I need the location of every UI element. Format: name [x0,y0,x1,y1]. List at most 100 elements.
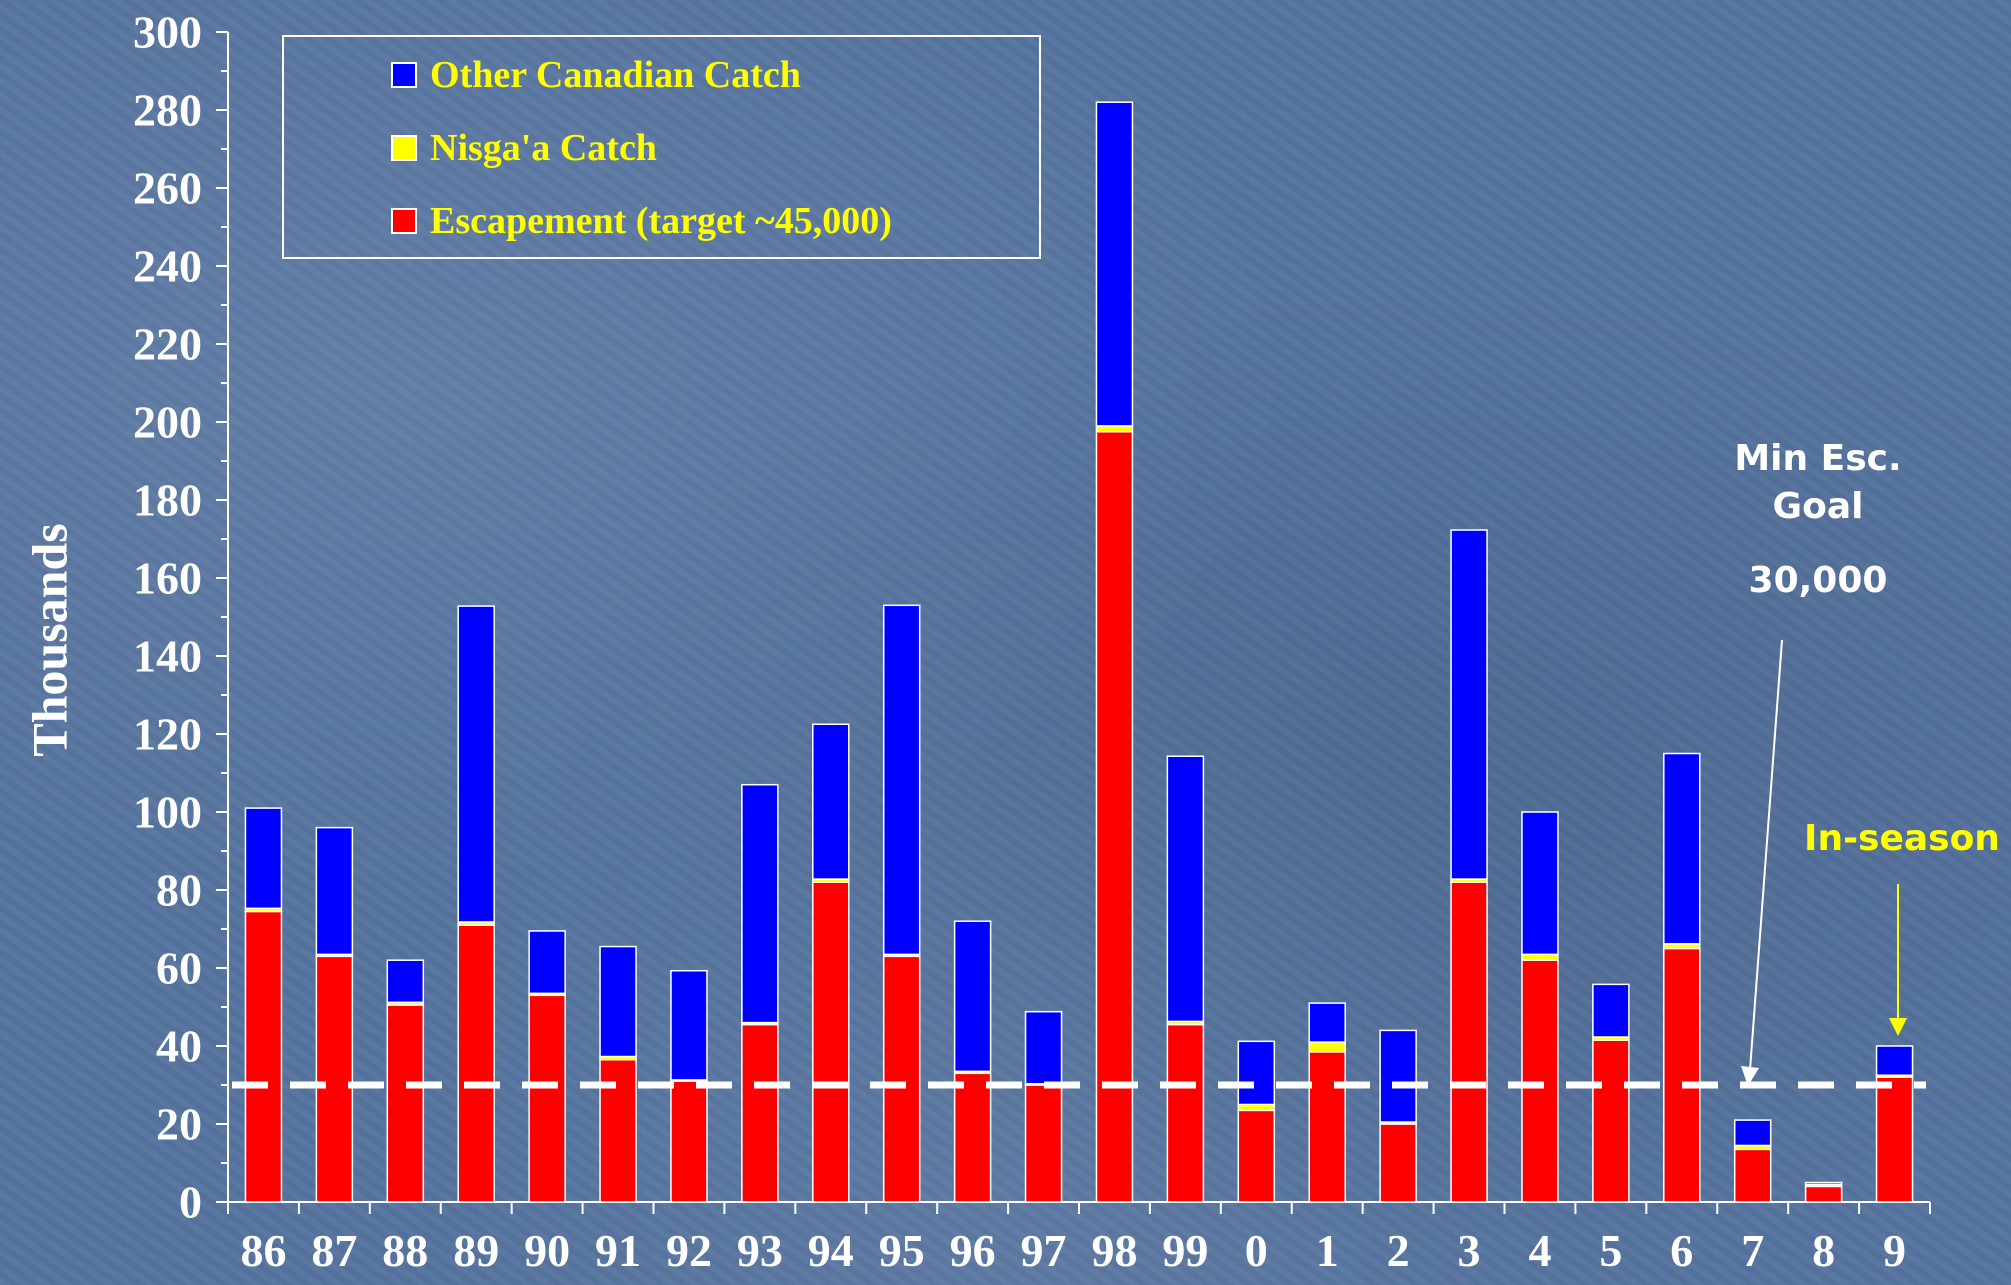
bar-segment-other-canadian [1095,101,1134,427]
x-tick-label: 88 [382,1225,428,1276]
x-tick-label: 6 [1670,1225,1693,1276]
y-tick-label: 120 [133,709,202,760]
bar-segment-escapement [457,924,495,1203]
y-tick-label: 40 [156,1021,202,1072]
bar-segment-other-canadian [1166,755,1205,1023]
bar-segment-escapement [1166,1023,1205,1203]
min-goal-value: 30,000 [1749,560,1888,601]
bar-segment-other-canadian [315,826,354,956]
bar-segment-escapement [1804,1185,1843,1203]
min-goal-label-line1: Min Esc. [1734,438,1901,479]
y-tick-label: 240 [133,241,202,292]
bar-segment-escapement [812,881,850,1203]
bar-segment-escapement [244,910,283,1203]
x-tick-label: 7 [1741,1225,1764,1276]
y-tick-label: 60 [156,943,202,994]
x-tick-label: 96 [950,1225,996,1276]
x-tick-label: 95 [879,1225,925,1276]
x-tick-label: 90 [524,1225,570,1276]
bar-segment-escapement [315,955,354,1203]
legend-label: Other Canadian Catch [430,54,801,96]
min-goal-arrow-line [1749,639,1783,1071]
min-goal-arrowhead [1741,1066,1759,1086]
bar-segment-other-canadian [457,605,495,923]
bar-segment-other-canadian [1237,1040,1276,1106]
bar-segment-nisgaa [1095,425,1134,433]
in-season-arrowhead [1889,1018,1907,1036]
bar-segment-escapement [1663,947,1701,1203]
bar-segment-other-canadian [1521,811,1559,956]
bar-segment-escapement [741,1023,779,1203]
y-tick-label: 280 [133,85,202,136]
bars-group [244,101,1914,1203]
bar-segment-escapement [1095,431,1134,1203]
legend-swatch [391,208,417,234]
y-tick-label: 20 [156,1099,202,1150]
bar-segment-other-canadian [1450,529,1488,880]
x-tick-label: 1 [1316,1225,1339,1276]
bar-segment-other-canadian [1379,1029,1417,1123]
bar-segment-other-canadian [386,959,425,1004]
bar-segment-escapement [1237,1109,1276,1203]
y-tick-label: 160 [133,553,202,604]
bar-segment-escapement [528,994,566,1203]
bar-segment-other-canadian [1592,983,1630,1038]
bar-segment-nisgaa [1308,1041,1346,1053]
bar-segment-escapement [1875,1076,1914,1203]
y-tick-label: 200 [133,397,202,448]
in-season-label: In-season [1804,818,2000,859]
x-tick-label: 5 [1599,1225,1622,1276]
bar-segment-escapement [1024,1084,1063,1203]
y-tick-label: 80 [156,865,202,916]
bar-segment-other-canadian [882,604,921,956]
x-tick-label: 86 [240,1225,286,1276]
legend: Other Canadian Catch Nisga'a Catch Escapem… [282,35,1041,259]
x-tick-label: 8 [1812,1225,1835,1276]
y-tick-label: 100 [133,787,202,838]
x-tick-label: 0 [1245,1225,1268,1276]
bar-segment-other-canadian [953,920,992,1073]
bar-segment-other-canadian [1308,1002,1346,1043]
bar-segment-other-canadian [528,930,566,995]
bar-segment-other-canadian [1875,1045,1914,1076]
bar-segment-escapement [1450,881,1488,1203]
bar-segment-other-canadian [812,723,850,880]
y-tick-label: 140 [133,631,202,682]
bar-segment-other-canadian [741,783,779,1024]
bar-segment-other-canadian [1733,1119,1772,1147]
bar-segment-other-canadian [599,945,637,1058]
bar-segment-escapement [1733,1148,1772,1203]
x-axis: 86 87 88 89 90 91 92 93 94 95 96 97 98 99 0 1 2 3 4 5 6 7 8 9 [227,1201,1931,1276]
x-tick-label: 3 [1458,1225,1481,1276]
x-tick-label: 87 [311,1225,357,1276]
y-tick-label: 180 [133,475,202,526]
legend-label: Nisga'a Catch [430,127,657,169]
bar-segment-escapement [882,955,921,1203]
bar-segment-other-canadian [1024,1010,1063,1085]
y-tick-label: 220 [133,319,202,370]
legend-swatch [391,62,417,88]
y-tick-label: 300 [133,7,202,58]
x-tick-label: 2 [1387,1225,1410,1276]
bar-segment-other-canadian [1663,752,1701,945]
bar-segment-escapement [1379,1123,1417,1203]
x-tick-label: 93 [737,1225,783,1276]
bar-segment-nisgaa [1237,1103,1276,1112]
legend-swatch [391,135,417,161]
min-goal-label-line2: Goal [1773,486,1864,527]
x-tick-label: 92 [666,1225,712,1276]
x-tick-label: 97 [1021,1225,1067,1276]
bar-segment-other-canadian [244,807,283,910]
bar-segment-nisgaa [1521,953,1559,961]
bar-segment-escapement [670,1080,708,1203]
bar-segment-escapement [1308,1051,1346,1203]
y-tick-label: 0 [179,1177,202,1228]
bar-segment-escapement [599,1058,637,1203]
x-tick-label: 91 [595,1225,641,1276]
x-tick-label: 9 [1883,1225,1906,1276]
y-tick-label: 260 [133,163,202,214]
y-axis: 0 20 40 60 80 100 120 140 160 180 200 220 240 260 280 3… [133,7,229,1228]
bar-segment-escapement [386,1004,425,1203]
annotations: Min Esc. Goal 30,000 In-season [1734,438,2000,1086]
